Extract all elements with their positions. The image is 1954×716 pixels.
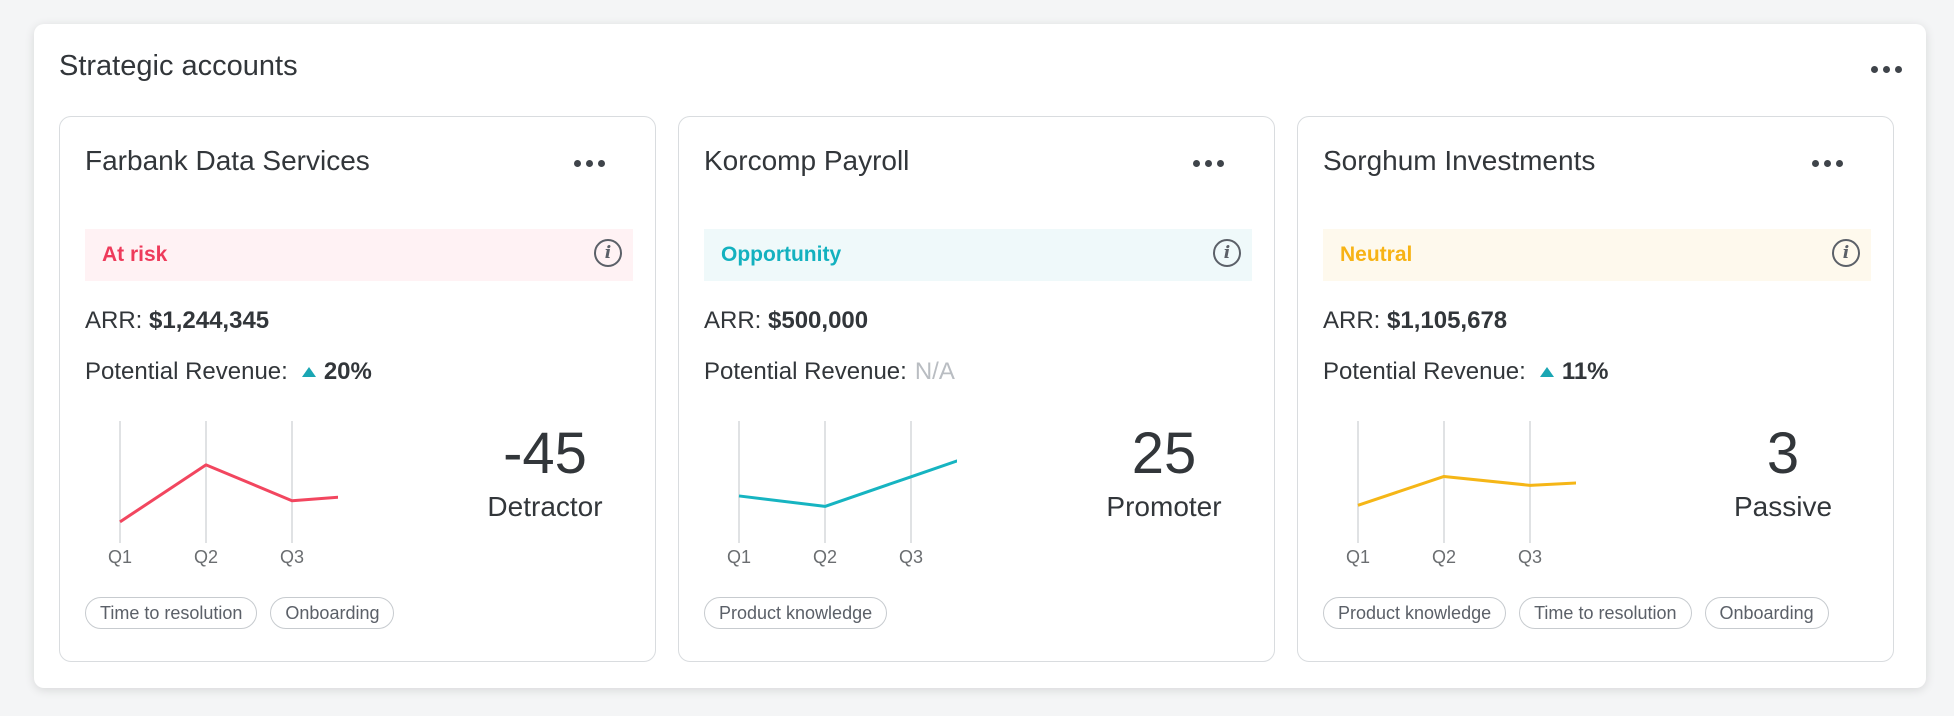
nps-score: 3 Passive — [1688, 425, 1878, 523]
arr-value: $1,105,678 — [1387, 307, 1508, 334]
account-card: Sorghum Investments Neutral i ARR: $1,10… — [1297, 116, 1894, 662]
arr-value: $1,244,345 — [149, 307, 270, 334]
potential-revenue-row: Potential Revenue: 11% — [1323, 358, 1609, 386]
info-icon[interactable]: i — [1213, 239, 1241, 267]
status-label: At risk — [102, 243, 168, 266]
potential-revenue-label: Potential Revenue: — [1323, 358, 1526, 385]
trend-up-icon — [301, 367, 316, 377]
trend-up-icon — [1539, 367, 1554, 377]
series-line — [1357, 474, 1576, 507]
potential-revenue-value: N/A — [914, 358, 955, 385]
score-category: Detractor — [487, 491, 603, 522]
arr-row: ARR: $1,244,345 — [85, 307, 269, 335]
score-value: 3 — [1766, 421, 1800, 486]
x-tick-label: Q1 — [1346, 547, 1370, 567]
score-value: -45 — [503, 421, 587, 486]
series-line — [738, 459, 957, 508]
widget-title: Strategic accounts — [59, 50, 298, 82]
tag-chip[interactable]: Time to resolution — [85, 597, 258, 629]
arr-label: ARR: — [1323, 307, 1381, 334]
tag-chip[interactable]: Time to resolution — [1519, 597, 1692, 629]
series-line — [119, 463, 338, 524]
trend-sparkline: Q1Q2Q3Q4 — [1346, 421, 1576, 567]
topic-tags: Time to resolution Onboarding — [85, 597, 395, 629]
score-category: Passive — [1733, 491, 1833, 522]
account-name: Farbank Data Services — [85, 145, 370, 176]
arr-row: ARR: $500,000 — [704, 307, 868, 335]
trend-sparkline: Q1Q2Q3Q4 — [727, 421, 957, 567]
score-value: 25 — [1131, 421, 1197, 486]
arr-label: ARR: — [85, 307, 143, 334]
status-label: Neutral — [1340, 243, 1413, 266]
info-icon[interactable]: i — [594, 239, 622, 267]
potential-revenue-row: Potential Revenue: 20% — [85, 358, 372, 386]
nps-score: -45 Detractor — [450, 425, 640, 523]
x-tick-label: Q1 — [727, 547, 751, 567]
status-label: Opportunity — [721, 243, 842, 266]
account-card: Korcomp Payroll Opportunity i ARR: $500,… — [678, 116, 1275, 662]
x-tick-label: Q2 — [1432, 547, 1456, 567]
tag-chip[interactable]: Onboarding — [270, 597, 395, 629]
account-name: Sorghum Investments — [1323, 145, 1596, 176]
potential-revenue-label: Potential Revenue: — [704, 358, 907, 385]
x-tick-label: Q2 — [194, 547, 218, 567]
x-tick-label: Q3 — [899, 547, 923, 567]
more-horizontal-icon[interactable] — [1871, 66, 1902, 73]
potential-revenue-row: Potential Revenue: N/A — [704, 358, 955, 386]
arr-row: ARR: $1,105,678 — [1323, 307, 1507, 335]
more-horizontal-icon[interactable] — [574, 160, 605, 167]
topic-tags: Product knowledge Time to resolution Onb… — [1323, 597, 1829, 629]
potential-revenue-label: Potential Revenue: — [85, 358, 288, 385]
topic-tags: Product knowledge — [704, 597, 888, 629]
x-tick-label: Q3 — [1518, 547, 1542, 567]
tag-chip[interactable]: Product knowledge — [704, 597, 888, 629]
x-tick-label: Q3 — [280, 547, 304, 567]
more-horizontal-icon[interactable] — [1812, 160, 1843, 167]
x-tick-label: Q2 — [813, 547, 837, 567]
account-card: Farbank Data Services At risk i ARR: $1,… — [59, 116, 656, 662]
status-banner: At risk i — [85, 229, 633, 281]
tag-chip[interactable]: Product knowledge — [1323, 597, 1507, 629]
account-cards: Farbank Data Services At risk i ARR: $1,… — [59, 116, 1894, 662]
x-tick-label: Q1 — [108, 547, 132, 567]
strategic-accounts-widget: Strategic accounts Farbank Data Services… — [34, 24, 1926, 688]
potential-revenue-value: 20% — [323, 358, 372, 385]
more-horizontal-icon[interactable] — [1193, 160, 1224, 167]
status-banner: Opportunity i — [704, 229, 1252, 281]
score-category: Promoter — [1106, 491, 1222, 522]
arr-value: $500,000 — [768, 307, 869, 334]
info-icon[interactable]: i — [1832, 239, 1860, 267]
tag-chip[interactable]: Onboarding — [1704, 597, 1829, 629]
potential-revenue-value: 11% — [1561, 358, 1609, 385]
account-name: Korcomp Payroll — [704, 145, 910, 176]
status-banner: Neutral i — [1323, 229, 1871, 281]
nps-score: 25 Promoter — [1069, 425, 1259, 523]
arr-label: ARR: — [704, 307, 762, 334]
trend-sparkline: Q1Q2Q3Q4 — [108, 421, 338, 567]
